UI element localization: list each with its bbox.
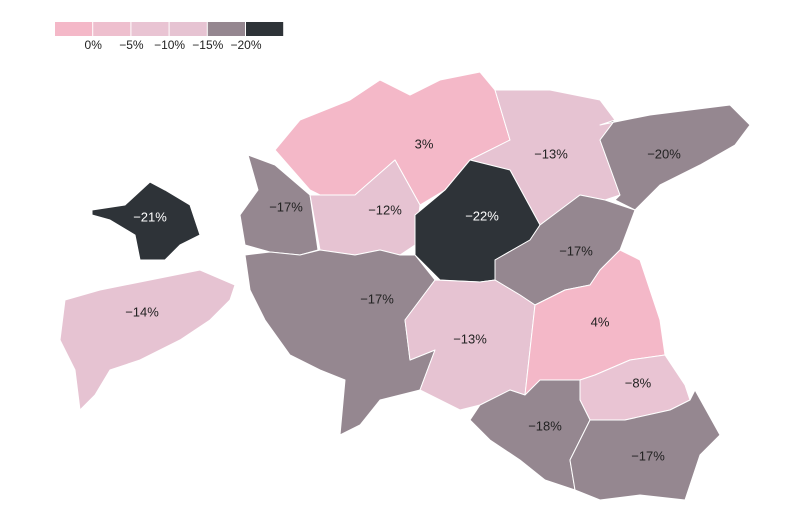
region (569, 389, 721, 501)
legend-swatch (246, 22, 284, 36)
region-label: −12% (368, 202, 402, 217)
region (91, 181, 201, 261)
region-label: −13% (453, 331, 487, 346)
legend-tick-label: 0% (85, 38, 103, 52)
legend-swatch (169, 22, 207, 36)
region-label: −18% (528, 418, 562, 433)
region-label: −21% (133, 209, 167, 224)
region-label: −14% (125, 304, 159, 319)
legend-swatch (131, 22, 169, 36)
region (59, 269, 236, 411)
region-label: 4% (591, 314, 610, 329)
region-label: −8% (625, 375, 652, 390)
legend-tick-label: −10% (154, 38, 185, 52)
region (469, 379, 591, 491)
legend-swatch (55, 22, 93, 36)
region-label: −22% (465, 208, 499, 223)
legend-tick-label: −20% (230, 38, 261, 52)
region (599, 104, 751, 211)
legend-swatch (93, 22, 131, 36)
region-label: −17% (631, 448, 665, 463)
region-label: −17% (269, 199, 303, 214)
legend-tick-label: −5% (119, 38, 144, 52)
region (244, 249, 436, 436)
region-label: −17% (360, 291, 394, 306)
region-label: −20% (647, 146, 681, 161)
region-label: −13% (534, 146, 568, 161)
legend-swatch (207, 22, 245, 36)
region-label: −17% (559, 243, 593, 258)
legend-tick-label: −15% (192, 38, 223, 52)
region-label: 3% (415, 136, 434, 151)
